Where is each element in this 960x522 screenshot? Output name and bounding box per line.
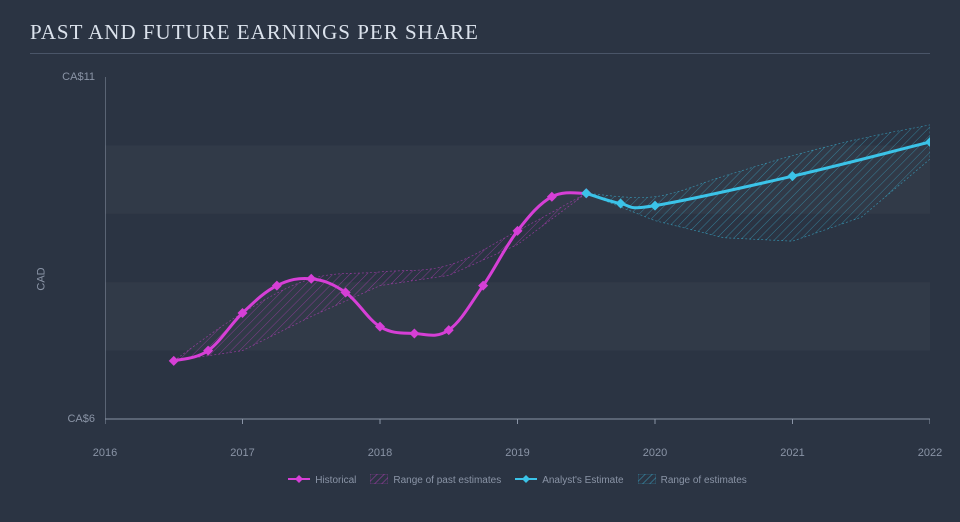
chart-title: PAST AND FUTURE EARNINGS PER SHARE (30, 20, 930, 54)
y-tick-label: CA$6 (40, 413, 95, 425)
x-tick-label: 2019 (505, 447, 529, 459)
chart-area: CAD CA$6CA$11 2016201720182019202 (30, 69, 930, 489)
plot-region (105, 69, 930, 439)
legend-item-historical: Historical (288, 474, 356, 487)
legend: Historical Range of past estimates Analyst… (105, 474, 930, 487)
chart-container: PAST AND FUTURE EARNINGS PER SHARE CAD (0, 0, 960, 522)
legend-item-estimate: Analyst's Estimate (515, 474, 623, 487)
diamond-icon (515, 474, 537, 487)
hatch-icon (370, 474, 388, 487)
diamond-icon (288, 474, 310, 487)
y-tick-label: CA$11 (40, 71, 95, 83)
hatch-icon (638, 474, 656, 487)
legend-label: Range of estimates (661, 475, 747, 486)
x-tick-label: 2022 (918, 447, 942, 459)
legend-label: Range of past estimates (393, 475, 501, 486)
x-tick-label: 2021 (780, 447, 804, 459)
x-tick-label: 2020 (643, 447, 667, 459)
x-tick-label: 2017 (230, 447, 254, 459)
chart-svg (105, 69, 930, 439)
legend-label: Historical (315, 475, 356, 486)
legend-item-estimates_range: Range of estimates (638, 474, 747, 487)
legend-item-past_estimates_range: Range of past estimates (370, 474, 501, 487)
legend-label: Analyst's Estimate (542, 475, 623, 486)
y-axis-label: CAD (36, 267, 48, 290)
x-tick-label: 2018 (368, 447, 392, 459)
x-tick-label: 2016 (93, 447, 117, 459)
